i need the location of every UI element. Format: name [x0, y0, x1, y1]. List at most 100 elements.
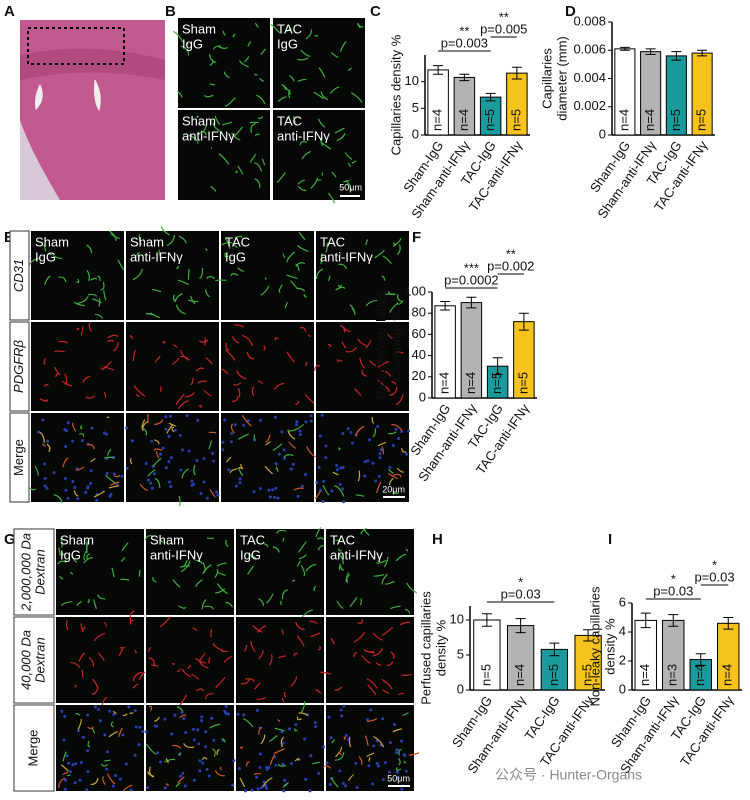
vessel	[315, 688, 322, 694]
vessel	[190, 295, 196, 305]
vessel	[282, 537, 285, 542]
micrograph	[273, 110, 365, 204]
vessel	[331, 739, 336, 744]
vessel	[209, 723, 220, 729]
nucleus	[320, 413, 324, 417]
vessel	[381, 369, 392, 377]
vessel	[108, 230, 117, 241]
nucleus	[181, 771, 185, 775]
vessel	[363, 528, 370, 536]
nucleus	[133, 708, 137, 712]
micrograph	[173, 18, 270, 108]
nucleus	[229, 440, 233, 444]
vessel	[377, 441, 387, 447]
nucleus	[246, 419, 250, 423]
vessel	[297, 185, 307, 191]
vessel	[254, 178, 261, 188]
vessel	[258, 727, 263, 735]
nucleus	[267, 488, 271, 492]
nucleus	[125, 466, 129, 470]
sample-size: n=4	[637, 664, 652, 686]
vessel	[313, 91, 325, 100]
sample-size: n=5	[478, 664, 493, 686]
nucleus	[63, 787, 67, 791]
vessel	[258, 650, 264, 660]
nucleus	[271, 488, 275, 492]
nucleus	[236, 712, 240, 716]
vessel	[372, 632, 383, 641]
y-tick-label: 0.006	[573, 42, 606, 57]
vessel	[347, 67, 353, 71]
vessel	[293, 487, 304, 491]
nucleus	[120, 474, 124, 478]
vessel	[87, 726, 94, 730]
vessel	[196, 115, 199, 119]
vessel	[346, 572, 350, 584]
vessel	[398, 757, 401, 766]
vessel	[43, 383, 49, 387]
vessel	[303, 294, 307, 298]
vessel	[405, 548, 409, 552]
nucleus	[231, 783, 235, 787]
vessel	[406, 582, 418, 594]
y-tick-label: 4	[619, 623, 626, 638]
vessel	[235, 170, 238, 173]
column-label: Sham	[35, 234, 69, 249]
vessel	[234, 235, 243, 239]
vessel	[166, 423, 174, 434]
vessel	[305, 564, 317, 572]
vessel	[78, 652, 86, 662]
vessel	[396, 467, 405, 473]
vessel	[92, 678, 99, 690]
vessel	[76, 328, 80, 331]
vessel	[294, 758, 300, 762]
micrograph	[126, 225, 219, 320]
vessel	[273, 748, 285, 754]
y-axis-label: Perfused capillaries	[418, 591, 433, 705]
y-tick-label: 0	[619, 681, 626, 696]
vessel	[62, 751, 67, 762]
micrograph	[125, 413, 220, 507]
vessel	[75, 712, 81, 716]
nucleus	[113, 773, 117, 777]
vessel	[180, 560, 191, 573]
vessel	[209, 54, 217, 63]
vessel	[74, 684, 77, 688]
vessel	[175, 265, 180, 269]
nucleus	[340, 714, 344, 718]
vessel	[90, 778, 99, 785]
vessel	[104, 456, 115, 459]
vessel	[229, 468, 238, 474]
error-bar	[549, 642, 560, 657]
vessel	[359, 598, 362, 606]
vessel	[345, 347, 357, 353]
nucleus	[137, 743, 141, 747]
vessel	[173, 344, 178, 348]
vessel	[298, 554, 307, 560]
vessel	[240, 463, 243, 470]
vessel	[237, 433, 249, 440]
error-bar	[481, 613, 492, 627]
vessel	[282, 253, 286, 259]
vessel	[248, 553, 257, 559]
nucleus	[169, 414, 173, 418]
nucleus	[80, 439, 84, 443]
micrograph	[323, 704, 420, 791]
vessel	[286, 351, 295, 363]
nucleus	[276, 496, 280, 500]
vessel	[205, 357, 213, 365]
nucleus	[289, 762, 293, 766]
vessel	[251, 386, 255, 397]
y-tick-label: 5	[412, 100, 419, 115]
nucleus	[349, 431, 353, 435]
vessel	[277, 719, 281, 722]
vessel	[85, 395, 95, 399]
vessel	[358, 756, 363, 766]
vessel	[284, 301, 289, 309]
vessel	[103, 290, 107, 301]
vessel	[202, 562, 206, 574]
y-tick-label: 100	[404, 283, 426, 298]
vessel	[276, 172, 286, 183]
p-value: p=0.03	[501, 586, 541, 601]
nucleus	[201, 761, 205, 765]
